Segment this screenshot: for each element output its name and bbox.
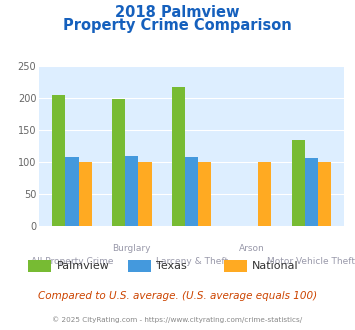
Bar: [52, 95, 65, 226]
Bar: [305, 158, 318, 226]
Text: Larceny & Theft: Larceny & Theft: [155, 257, 228, 266]
Text: © 2025 CityRating.com - https://www.cityrating.com/crime-statistics/: © 2025 CityRating.com - https://www.city…: [53, 316, 302, 323]
Bar: [65, 157, 78, 226]
Bar: [78, 162, 92, 226]
Text: Burglary: Burglary: [113, 244, 151, 253]
Text: National: National: [252, 261, 299, 271]
Bar: [112, 99, 125, 226]
Text: Property Crime Comparison: Property Crime Comparison: [63, 18, 292, 33]
Bar: [172, 87, 185, 226]
Text: Motor Vehicle Theft: Motor Vehicle Theft: [267, 257, 355, 266]
Bar: [185, 157, 198, 226]
Text: Arson: Arson: [239, 244, 264, 253]
Text: Palmview: Palmview: [57, 261, 110, 271]
Text: Texas: Texas: [156, 261, 187, 271]
Text: Compared to U.S. average. (U.S. average equals 100): Compared to U.S. average. (U.S. average …: [38, 291, 317, 301]
Text: 2018 Palmview: 2018 Palmview: [115, 5, 240, 20]
Bar: [198, 162, 212, 226]
Bar: [258, 162, 271, 226]
Bar: [125, 156, 138, 226]
Bar: [138, 162, 152, 226]
Text: All Property Crime: All Property Crime: [31, 257, 113, 266]
Bar: [292, 140, 305, 226]
Bar: [318, 162, 331, 226]
